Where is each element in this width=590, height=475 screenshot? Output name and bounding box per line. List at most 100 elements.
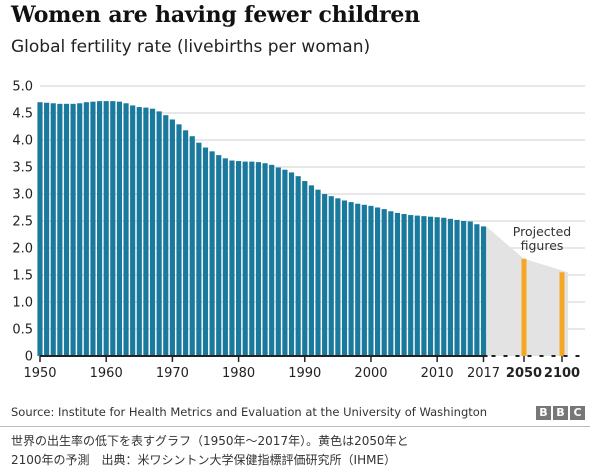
bar xyxy=(83,102,89,356)
bar xyxy=(322,194,328,356)
x-tick-label: 2017 xyxy=(467,366,500,381)
bar xyxy=(447,218,453,356)
projection-bars xyxy=(521,258,565,356)
bar xyxy=(57,103,63,356)
bar xyxy=(116,101,123,356)
projection-label-line2: figures xyxy=(521,238,564,253)
chart-subtitle: Global fertility rate (livebirths per wo… xyxy=(11,37,371,57)
bar xyxy=(249,161,255,356)
x-tick-label: 2050 xyxy=(506,366,542,381)
bar xyxy=(288,172,295,356)
bar xyxy=(50,103,56,356)
bar xyxy=(44,102,50,356)
bar xyxy=(242,161,248,356)
bar xyxy=(143,107,149,356)
bar xyxy=(255,162,262,356)
bbc-logo-letter: C xyxy=(570,406,585,420)
y-tick-label: 2.0 xyxy=(12,242,33,257)
bar xyxy=(130,105,136,356)
bar xyxy=(348,202,354,356)
y-tick-label: 1.5 xyxy=(12,269,33,284)
bar xyxy=(335,198,341,356)
bar xyxy=(70,103,76,356)
bar xyxy=(441,217,447,356)
bar xyxy=(474,224,480,356)
bar xyxy=(176,124,182,356)
projection-bar xyxy=(521,258,527,356)
bar xyxy=(169,119,175,356)
bar xyxy=(63,103,70,356)
projection-area xyxy=(486,226,568,356)
caption-line-2: 2100年の予測 出典：米ワシントン大学保健指標評価研究所（IHME） xyxy=(11,453,397,467)
bar xyxy=(202,147,209,356)
y-tick-label: 3.5 xyxy=(12,161,33,176)
bar xyxy=(163,115,169,356)
bar xyxy=(90,101,96,356)
y-tick-label: 4.5 xyxy=(12,107,33,122)
bar xyxy=(328,196,334,356)
projection-label-line1: Projected xyxy=(513,224,571,239)
y-tick-label: 1.0 xyxy=(12,296,33,311)
bar xyxy=(37,102,43,356)
bbc-logo-letter: B xyxy=(553,406,568,420)
bar xyxy=(229,160,235,356)
x-tick-label: 2000 xyxy=(354,366,387,381)
y-tick-label: 3.0 xyxy=(12,188,33,203)
bar xyxy=(368,205,374,356)
bar xyxy=(467,221,473,356)
bar xyxy=(414,215,420,356)
bar xyxy=(341,200,348,356)
y-tick-label: 0 xyxy=(25,350,33,365)
bar xyxy=(434,217,440,356)
bar xyxy=(123,103,129,356)
caption-divider xyxy=(0,426,590,427)
x-tick-label: 2010 xyxy=(421,366,454,381)
bar xyxy=(236,161,242,356)
bbc-logo-letter: B xyxy=(536,406,551,420)
bar xyxy=(421,216,427,356)
bar xyxy=(361,204,367,356)
bar xyxy=(388,211,394,356)
chart-title: Women are having fewer children xyxy=(11,2,420,28)
bar xyxy=(302,181,308,356)
caption-line-1: 世界の出生率の低下を表すグラフ（1950年〜2017年）。黄色は2050年と xyxy=(11,434,409,448)
bar xyxy=(275,167,281,356)
bar xyxy=(381,209,387,356)
bar xyxy=(77,103,83,356)
bar xyxy=(461,221,467,356)
x-tick-label: 1960 xyxy=(90,366,123,381)
bar xyxy=(282,169,288,356)
bar xyxy=(103,101,109,356)
bar xyxy=(216,155,222,356)
projection-bar xyxy=(559,272,565,356)
bars xyxy=(37,101,487,357)
bar xyxy=(427,216,434,356)
bar xyxy=(295,176,301,356)
x-tick-label: 1970 xyxy=(156,366,189,381)
x-tick-label: 1950 xyxy=(23,366,56,381)
bar xyxy=(308,185,314,356)
bar xyxy=(394,212,401,356)
bar xyxy=(209,151,215,356)
bar xyxy=(454,219,460,356)
bar xyxy=(408,215,414,356)
bar xyxy=(401,213,407,356)
bbc-logo: B B C xyxy=(536,406,585,420)
bar xyxy=(136,107,142,356)
bar xyxy=(149,108,156,357)
bar xyxy=(189,136,195,356)
bar xyxy=(222,158,228,356)
bar xyxy=(110,101,116,356)
y-tick-label: 5.0 xyxy=(12,80,33,95)
bar xyxy=(269,164,275,356)
bar xyxy=(156,111,162,356)
bar xyxy=(183,130,189,356)
x-tick-label: 1980 xyxy=(222,366,255,381)
bar xyxy=(355,203,361,356)
x-tick-label: 1990 xyxy=(288,366,321,381)
x-tick-label: 2100 xyxy=(544,366,580,381)
bar xyxy=(375,207,381,356)
caption: 世界の出生率の低下を表すグラフ（1950年〜2017年）。黄色は2050年と 2… xyxy=(11,432,571,470)
bar xyxy=(480,226,487,356)
fertility-chart: 0 0.5 1.0 1.5 2.0 2.5 3.0 3.5 4.0 4.5 5.0 1950 1960 1… xyxy=(12,80,585,381)
